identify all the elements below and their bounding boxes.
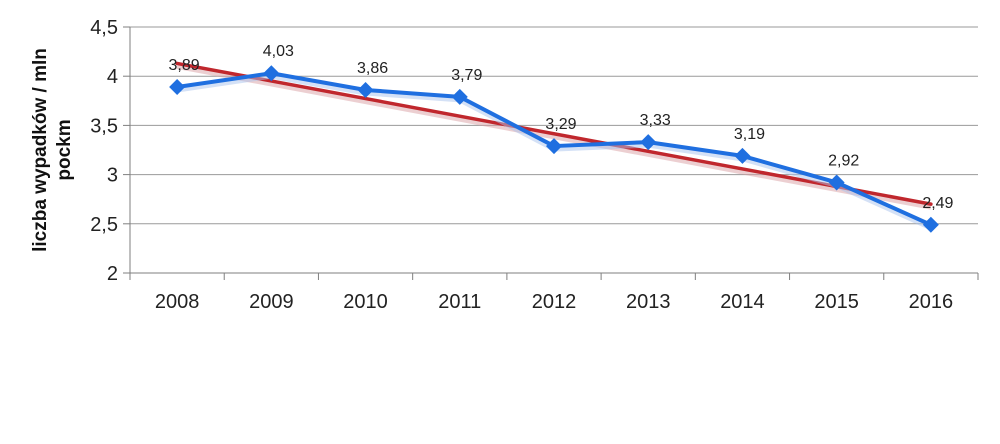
data-label: 3,86	[357, 60, 388, 77]
y-tick-label: 4,5	[90, 17, 118, 39]
data-point-marker	[922, 216, 939, 233]
x-tick-label: 2015	[814, 291, 859, 313]
x-tick-label: 2010	[343, 291, 388, 313]
y-tick-label: 3	[107, 165, 118, 187]
data-label: 3,33	[640, 112, 671, 129]
data-label: 3,29	[545, 116, 576, 133]
data-label: 3,79	[451, 67, 482, 84]
trendline	[175, 61, 933, 210]
y-axis-label-line1: liczba wypadków / mln	[30, 48, 51, 252]
x-tick-label: 2009	[249, 291, 294, 313]
data-point-marker	[263, 65, 280, 82]
data-point-marker	[169, 79, 186, 96]
data-point-marker	[546, 138, 562, 155]
data-point-marker	[451, 88, 468, 105]
x-tick-labels: 2008 2009 2010 2011 2012 2013 2014 2015 2016	[155, 291, 953, 313]
x-tick-label: 2014	[720, 291, 765, 313]
data-label: 3,19	[734, 126, 765, 143]
y-tick-label: 2	[107, 263, 118, 285]
axes	[123, 26, 979, 280]
y-tick-labels: 2 2,5 3 3,5 4 4,5	[90, 17, 118, 285]
data-point-marker	[828, 174, 845, 191]
y-tick-label: 3,5	[90, 115, 118, 137]
data-point-marker	[640, 134, 657, 151]
x-tick-label: 2008	[155, 291, 200, 313]
x-tick-label: 2016	[909, 291, 954, 313]
data-point-marker	[357, 81, 374, 98]
trendline-shadow	[176, 63, 932, 210]
data-label: 2,49	[922, 195, 953, 212]
trendline-line	[175, 61, 933, 206]
data-label: 4,03	[263, 43, 294, 60]
x-tick-label: 2011	[438, 291, 481, 313]
data-label: 3,89	[169, 57, 200, 74]
x-tick-label: 2013	[626, 291, 671, 313]
y-tick-label: 4	[107, 66, 118, 88]
data-point-marker	[734, 147, 751, 164]
data-labels: 3,89 4,03 3,86 3,79 3,29 3,33 3,19 2,92 2,49	[169, 43, 954, 212]
y-axis-label-line2: pockm	[54, 119, 75, 180]
x-tick-label: 2012	[532, 291, 577, 313]
series-markers	[169, 65, 939, 233]
y-tick-label: 2,5	[90, 214, 118, 236]
data-label: 2,92	[828, 152, 859, 169]
